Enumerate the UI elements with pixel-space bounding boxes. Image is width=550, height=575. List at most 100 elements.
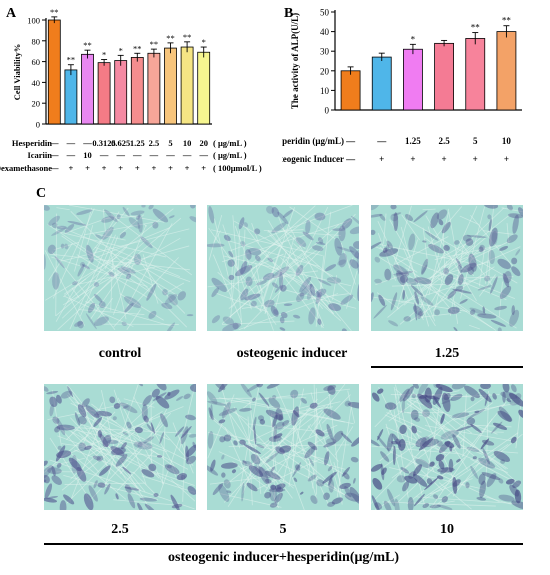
stained-cell [480, 384, 491, 390]
stained-cell [243, 222, 249, 228]
stained-cell [71, 454, 78, 474]
condition-value: 2.5 [149, 138, 160, 148]
stained-cell [156, 455, 163, 458]
stained-cell [279, 316, 285, 324]
stained-cell [56, 394, 62, 404]
stained-cell [424, 231, 439, 241]
cell-fiber [113, 499, 183, 507]
stained-cell [451, 384, 466, 390]
stained-cell [338, 225, 346, 242]
stained-cell [410, 284, 424, 297]
stained-cell [293, 410, 300, 418]
stained-cell [128, 217, 141, 229]
cell-fiber [61, 235, 119, 276]
cell-fiber [460, 206, 485, 299]
stained-cell [226, 490, 232, 494]
cell-fiber [394, 394, 401, 422]
stained-cell [482, 439, 495, 446]
condition-value: — [49, 150, 59, 160]
cell-fiber [162, 426, 166, 485]
stained-cell [374, 278, 382, 284]
stained-cell [309, 283, 316, 297]
cell-fiber [56, 225, 181, 277]
cell-fiber [222, 405, 248, 421]
stained-cell [84, 445, 92, 451]
condition-value: + [68, 163, 73, 173]
cell-fiber [488, 230, 492, 283]
cell-fiber [163, 282, 185, 295]
cell-fiber [389, 451, 500, 503]
micrograph-2-5 [44, 384, 196, 510]
stained-cell [246, 482, 258, 492]
stained-cell [266, 384, 281, 389]
cell-fiber [228, 224, 340, 318]
stained-cell [253, 426, 257, 445]
cell-fiber [234, 411, 273, 452]
stained-cell [327, 465, 333, 472]
stained-cell [411, 425, 417, 434]
stained-cell [106, 439, 119, 445]
condition-unit: ( μg/mL ) [213, 150, 247, 160]
cell-fiber [51, 251, 116, 331]
stained-cell [258, 392, 270, 407]
stained-cell [417, 310, 422, 319]
cell-fiber [64, 482, 145, 485]
stained-cell [315, 291, 322, 304]
condition-value: 0.625 [111, 138, 130, 148]
cell-fiber [219, 397, 345, 423]
stained-cell [413, 210, 428, 223]
stained-cell [282, 209, 293, 218]
stained-cell [63, 494, 75, 505]
stained-cell [255, 255, 261, 262]
stained-cell [268, 435, 282, 442]
stained-cell [218, 384, 231, 393]
stained-cell [382, 247, 388, 253]
cell-fiber [84, 221, 158, 236]
cell-fiber [348, 257, 354, 268]
condition-value: + [504, 154, 509, 164]
cell-fiber [247, 416, 253, 506]
stained-cell [437, 440, 443, 447]
cell-fiber [49, 437, 92, 502]
stained-cell [214, 384, 226, 391]
stained-cell [295, 264, 304, 276]
condition-value: — [198, 150, 208, 160]
stained-cell [377, 428, 384, 441]
condition-value: — [82, 138, 92, 148]
stained-cell [240, 241, 246, 247]
stained-cell [414, 291, 419, 305]
stained-cell [85, 313, 97, 330]
y-tick-label: 20 [320, 66, 330, 76]
cell-fiber [274, 235, 295, 310]
bar [147, 52, 161, 125]
stained-cell [336, 246, 355, 253]
stained-cell [332, 228, 346, 232]
stained-cell [218, 407, 237, 416]
significance-mark: ** [166, 33, 175, 43]
stained-cell [278, 413, 284, 422]
stained-cell [349, 486, 359, 504]
stained-cell [155, 395, 170, 409]
cell-fiber [515, 398, 523, 449]
stained-cell [208, 407, 214, 421]
cell-fiber [81, 424, 168, 453]
cell-fiber [81, 402, 104, 446]
stained-cell [440, 413, 445, 425]
stained-cell [506, 234, 518, 244]
condition-label: Hesperidin (μg/mL) [282, 136, 344, 146]
stained-cell [110, 446, 125, 456]
stained-cell [207, 400, 227, 406]
cell-fiber [470, 240, 511, 260]
cell-fiber [305, 281, 334, 315]
stained-cell [244, 293, 261, 301]
cell-fiber [262, 248, 281, 300]
stained-cell [271, 207, 280, 218]
stained-cell [502, 273, 510, 288]
stained-cell [314, 212, 326, 221]
significance-mark: ** [67, 55, 76, 65]
cell-fiber [234, 225, 274, 331]
stained-cell [448, 458, 454, 473]
stained-cell [353, 477, 356, 484]
stained-cell [44, 386, 49, 392]
cell-fiber [267, 230, 352, 331]
